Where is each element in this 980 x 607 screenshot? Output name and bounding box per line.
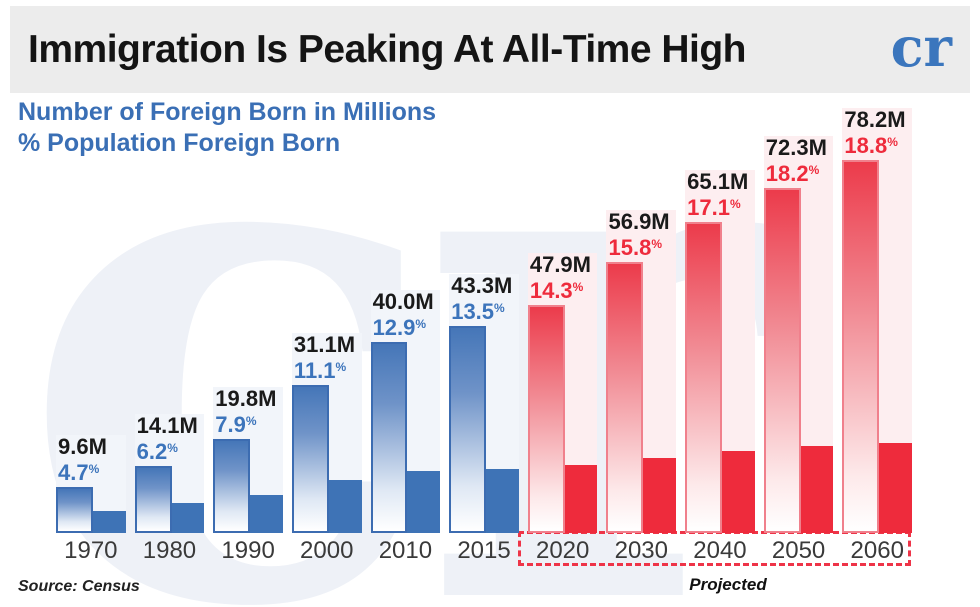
year-label-2015: 2015	[457, 537, 511, 564]
value-labels: 78.2M 18.8%	[844, 108, 905, 157]
percent-sign: %	[808, 163, 820, 177]
percent-value-label: 13.5%	[451, 299, 505, 324]
value-labels: 14.1M 6.2%	[137, 414, 198, 463]
percent-value-label: 14.3%	[529, 278, 584, 303]
cr-logo: cr	[890, 14, 952, 79]
percent-value-label: 18.2%	[765, 161, 820, 186]
year-label-2010: 2010	[378, 537, 433, 564]
x-axis-year-labels: 1970 1980 1990 2000 2010 2015 2020 2030 2040 2050…	[56, 537, 912, 565]
millions-bar	[527, 305, 565, 533]
percent-bar	[486, 469, 519, 533]
percent-value-label: 18.8%	[844, 133, 898, 158]
percent-sign: %	[245, 414, 257, 428]
percent-bar	[643, 458, 677, 533]
bar-group-2020: 47.9M 14.3%	[527, 103, 598, 533]
bar-group-2040: 65.1M 17.1%	[685, 103, 755, 533]
percent-value-label: 12.9%	[372, 315, 427, 340]
millions-value-label: 9.6M	[58, 434, 107, 459]
bar-group-1990: 19.8M 7.9%	[213, 103, 283, 533]
percent-sign: %	[651, 237, 662, 251]
year-label-1990: 1990	[221, 537, 275, 564]
millions-value-label: 47.9M	[529, 252, 591, 277]
source-note: Source: Census	[18, 578, 140, 595]
millions-value-label: 56.9M	[608, 209, 670, 234]
year-label-2040: 2040	[693, 537, 747, 564]
year-label-2050: 2050	[771, 537, 826, 564]
percent-value-label: 17.1%	[687, 195, 741, 220]
legend-percent-label: % Population Foreign Born	[18, 129, 341, 157]
year-label-2060: 2060	[850, 537, 904, 564]
millions-bar	[842, 160, 880, 533]
year-label-2000: 2000	[300, 537, 354, 564]
percent-bar	[722, 451, 755, 533]
percent-sign: %	[494, 301, 505, 315]
percent-bar	[800, 446, 834, 533]
millions-bar	[291, 385, 329, 533]
bar-group-2050: 72.3M 18.2%	[763, 103, 834, 533]
percent-sign: %	[415, 317, 427, 331]
value-labels: 65.1M 17.1%	[687, 170, 748, 219]
millions-bar	[685, 222, 723, 533]
bar-group-1980: 14.1M 6.2%	[134, 103, 205, 533]
millions-value-label: 40.0M	[372, 289, 434, 314]
percent-value-label: 11.1%	[293, 358, 347, 383]
percent-sign: %	[167, 441, 178, 455]
percent-value-label: 7.9%	[215, 412, 257, 437]
percent-bar	[879, 443, 913, 533]
percent-sign: %	[88, 462, 100, 476]
millions-value-label: 72.3M	[765, 135, 827, 160]
percent-sign: %	[887, 135, 898, 149]
millions-value-label: 78.2M	[844, 107, 906, 132]
bar-group-2030: 56.9M 15.8%	[606, 103, 677, 533]
legend-millions-label: Number of Foreign Born in Millions	[18, 98, 437, 126]
percent-bar	[92, 511, 126, 533]
millions-value-label: 43.3M	[451, 273, 513, 298]
bar-group-2015: 43.3M 13.5%	[449, 103, 519, 533]
value-labels: 43.3M 13.5%	[451, 274, 512, 323]
value-labels: 72.3M 18.2%	[766, 136, 827, 185]
value-labels: 40.0M 12.9%	[373, 290, 434, 339]
year-label-2030: 2030	[614, 537, 668, 564]
percent-value-label: 15.8%	[608, 235, 662, 260]
percent-bar	[564, 465, 598, 533]
millions-bar	[213, 439, 251, 533]
header-bar: Immigration Is Peaking At All-Time High …	[10, 6, 970, 93]
chart-legend: Number of Foreign Born in Millions % Pop…	[18, 97, 436, 159]
millions-value-label: 19.8M	[215, 386, 277, 411]
percent-value-label: 4.7%	[58, 460, 100, 485]
year-label-2020: 2020	[535, 537, 590, 564]
percent-sign: %	[729, 197, 741, 211]
millions-bar	[56, 487, 93, 533]
millions-bar	[763, 188, 801, 533]
millions-value-label: 14.1M	[136, 413, 198, 438]
millions-value-label: 31.1M	[293, 332, 356, 357]
year-label-1980: 1980	[142, 537, 197, 564]
millions-bar	[449, 326, 487, 533]
percent-bar	[407, 471, 441, 533]
millions-bar	[134, 466, 172, 533]
percent-bar	[171, 503, 205, 533]
percent-bar	[250, 495, 283, 533]
percent-sign: %	[572, 280, 584, 294]
year-label-1970: 1970	[64, 537, 118, 564]
value-labels: 9.6M 4.7%	[58, 435, 107, 484]
bar-chart: 9.6M 4.7% 14.1M 6.2% 19.8M 7.9% 31.1M 11.1% 40.0…	[56, 103, 913, 533]
projected-caption: Projected	[689, 575, 767, 594]
value-labels: 47.9M 14.3%	[530, 253, 591, 302]
millions-value-label: 65.1M	[687, 169, 749, 194]
value-labels: 31.1M 11.1%	[294, 333, 355, 382]
millions-bar	[606, 262, 644, 533]
percent-value-label: 6.2%	[136, 439, 178, 464]
value-labels: 56.9M 15.8%	[608, 210, 669, 259]
bar-group-2060: 78.2M 18.8%	[842, 103, 913, 533]
bar-group-1970: 9.6M 4.7%	[56, 103, 126, 533]
page-title: Immigration Is Peaking At All-Time High	[28, 27, 747, 71]
percent-bar	[328, 480, 362, 533]
bar-group-2000: 31.1M 11.1%	[291, 103, 362, 533]
millions-bar	[370, 342, 408, 533]
percent-sign: %	[335, 360, 347, 374]
bar-group-2010: 40.0M 12.9%	[370, 103, 441, 533]
value-labels: 19.8M 7.9%	[215, 387, 276, 436]
